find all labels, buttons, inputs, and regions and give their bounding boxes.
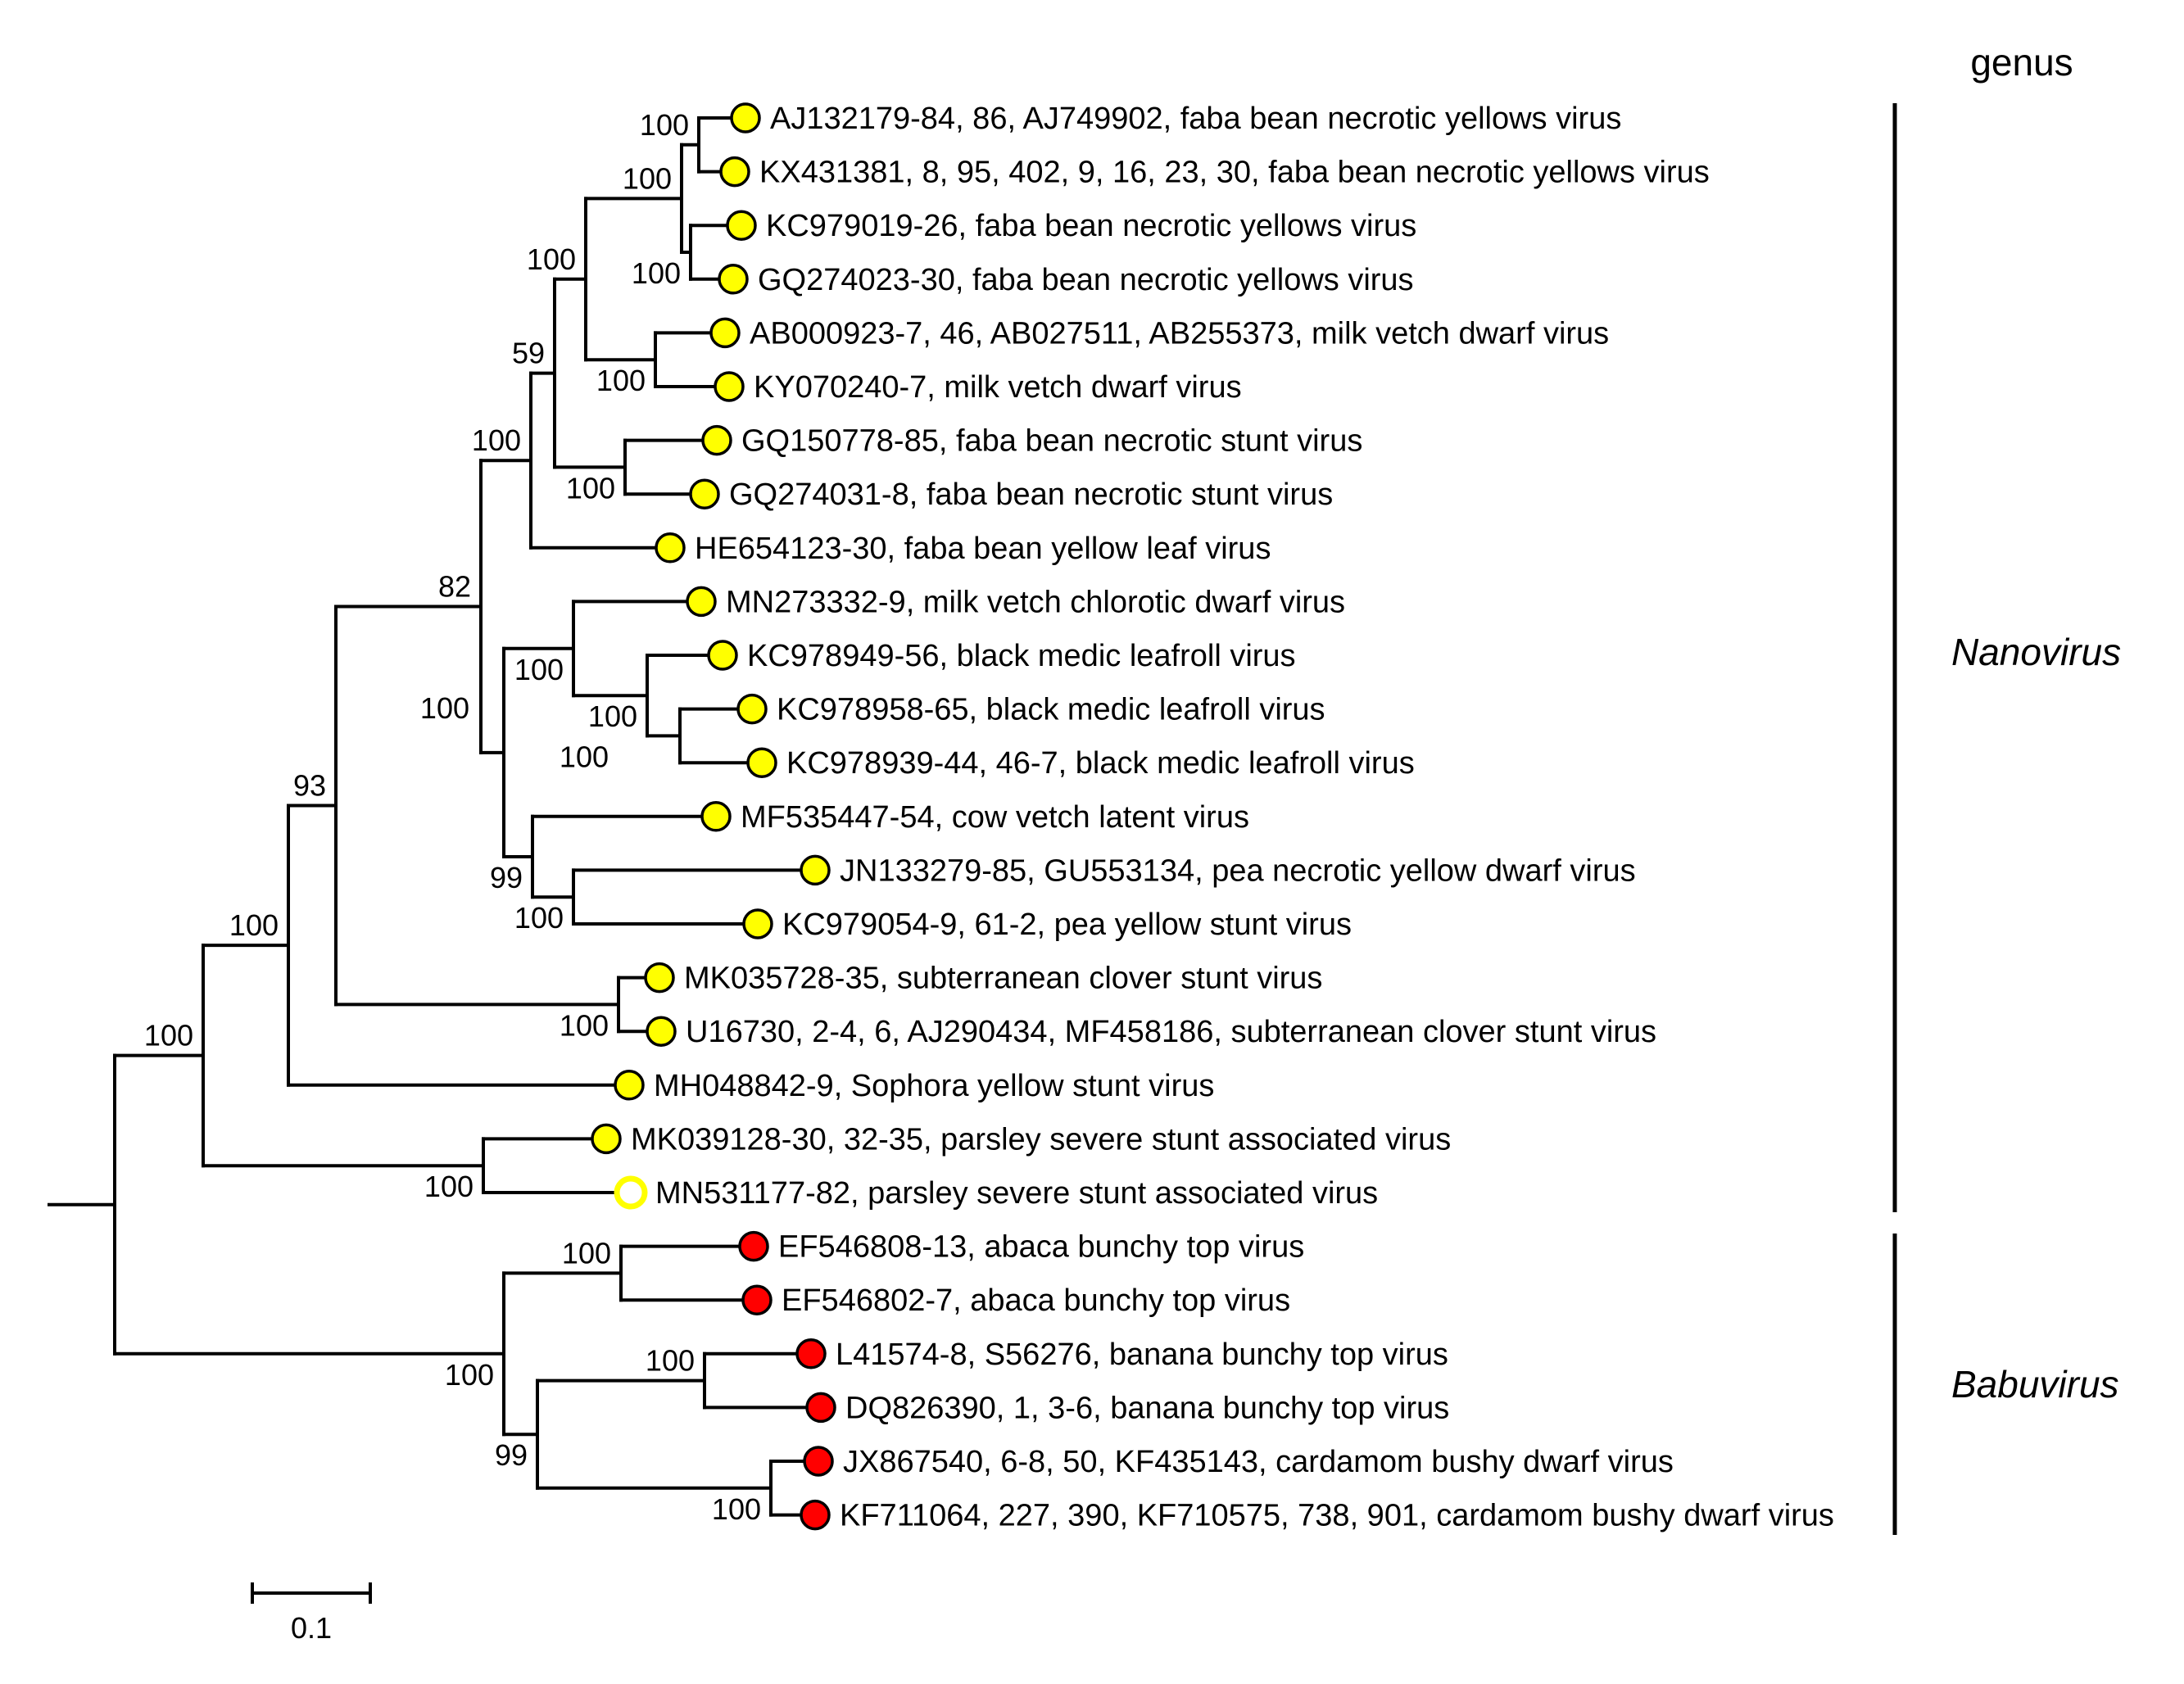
bootstrap-value: 99 bbox=[490, 861, 523, 894]
bootstrap-value: 100 bbox=[420, 691, 469, 725]
bootstrap-value: 100 bbox=[445, 1358, 494, 1392]
bootstrap-value: 59 bbox=[512, 337, 545, 370]
taxon-label: MN273332-9, milk vetch chlorotic dwarf v… bbox=[726, 585, 1345, 619]
taxon-marker-open bbox=[614, 1175, 648, 1210]
taxon-label: AB000923-7, 46, AB027511, AB255373, milk… bbox=[750, 316, 1609, 351]
taxon-marker-yellow bbox=[726, 210, 757, 241]
taxon-marker-yellow bbox=[646, 1016, 677, 1047]
taxon-label: EF546808-13, abaca bunchy top virus bbox=[778, 1230, 1304, 1265]
taxon-label: AJ132179-84, 86, AJ749902, faba bean nec… bbox=[770, 102, 1621, 136]
bootstrap-value: 100 bbox=[514, 901, 564, 935]
genus-label-babuvirus: Babuvirus bbox=[1951, 1363, 2119, 1406]
taxon-marker-yellow bbox=[800, 854, 831, 886]
taxon-marker-yellow bbox=[709, 317, 741, 349]
taxon-marker-yellow bbox=[700, 801, 732, 832]
taxon-labels: AJ132179-84, 86, AJ749902, faba bean nec… bbox=[631, 102, 1834, 1533]
taxon-label: KC978949-56, black medic leafroll virus bbox=[747, 639, 1296, 673]
taxon-label: KC978939-44, 46-7, black medic leafroll … bbox=[786, 746, 1415, 781]
taxon-marker-yellow bbox=[655, 532, 686, 564]
taxon-marker-red bbox=[738, 1230, 769, 1262]
taxon-marker-red bbox=[803, 1446, 834, 1477]
taxon-label: KF711064, 227, 390, KF710575, 738, 901, … bbox=[840, 1499, 1834, 1533]
bootstrap-value: 100 bbox=[562, 1236, 611, 1270]
taxon-marker-yellow bbox=[644, 962, 675, 994]
scale-bar: 0.1 bbox=[251, 1582, 372, 1645]
bootstrap-value: 100 bbox=[424, 1170, 474, 1203]
taxon-label: L41574-8, S56276, banana bunchy top viru… bbox=[836, 1338, 1448, 1372]
taxon-label: MK035728-35, subterranean clover stunt v… bbox=[684, 962, 1322, 996]
taxon-label: EF546802-7, abaca bunchy top virus bbox=[782, 1283, 1290, 1318]
taxon-label: KC978958-65, black medic leafroll virus bbox=[777, 693, 1325, 727]
taxon-label: MH048842-9, Sophora yellow stunt virus bbox=[654, 1069, 1214, 1103]
taxon-label: GQ274023-30, faba bean necrotic yellows … bbox=[758, 263, 1414, 297]
bootstrap-value: 100 bbox=[472, 423, 521, 457]
genus-label-nanovirus: Nanovirus bbox=[1951, 631, 2121, 673]
bootstrap-value: 100 bbox=[560, 1008, 609, 1042]
taxon-marker-red bbox=[795, 1338, 827, 1369]
bootstrap-value: 100 bbox=[229, 908, 279, 942]
bootstrap-values: 100 100 93 82 100 59 100 100 100 100 100 100 100 100 1… bbox=[144, 108, 761, 1526]
scale-bar-label: 0.1 bbox=[291, 1611, 332, 1645]
taxon-label: U16730, 2-4, 6, AJ290434, MF458186, subt… bbox=[686, 1015, 1656, 1049]
taxon-label: KC979019-26, faba bean necrotic yellows … bbox=[766, 209, 1416, 243]
tree-branches bbox=[48, 116, 809, 1517]
bootstrap-value: 99 bbox=[495, 1438, 528, 1472]
taxon-marker-yellow bbox=[701, 424, 732, 456]
taxon-marker-yellow bbox=[736, 693, 768, 725]
bootstrap-value: 82 bbox=[438, 570, 471, 604]
taxon-label: DQ826390, 1, 3-6, banana bunchy top viru… bbox=[845, 1391, 1449, 1425]
bootstrap-value: 100 bbox=[640, 108, 689, 142]
taxon-marker-red bbox=[800, 1499, 831, 1531]
taxon-label: KY070240-7, milk vetch dwarf virus bbox=[754, 370, 1242, 405]
taxon-marker-yellow bbox=[742, 908, 773, 939]
bootstrap-value: 100 bbox=[560, 740, 609, 773]
bootstrap-value: 100 bbox=[588, 699, 637, 733]
taxon-marker-yellow bbox=[689, 478, 720, 509]
taxon-marker-yellow bbox=[719, 156, 750, 188]
taxon-label: KX431381, 8, 95, 402, 9, 16, 23, 30, fab… bbox=[759, 156, 1710, 190]
taxon-label: MK039128-30, 32-35, parsley severe stunt… bbox=[631, 1122, 1451, 1157]
bootstrap-value: 100 bbox=[566, 471, 615, 505]
taxon-marker-yellow bbox=[730, 102, 761, 134]
bootstrap-value: 100 bbox=[712, 1492, 761, 1526]
taxon-marker-yellow bbox=[718, 264, 749, 295]
taxon-marker-yellow bbox=[686, 586, 717, 618]
taxon-marker-yellow bbox=[707, 640, 738, 671]
taxon-marker-yellow bbox=[746, 747, 777, 778]
genus-column-header: genus bbox=[1970, 41, 2073, 84]
taxon-label: HE654123-30, faba bean yellow leaf virus bbox=[695, 532, 1271, 566]
taxon-label: GQ274031-8, faba bean necrotic stunt vir… bbox=[729, 478, 1333, 512]
taxon-marker-red bbox=[805, 1392, 836, 1424]
taxon-label: JN133279-85, GU553134, pea necrotic yell… bbox=[840, 853, 1636, 888]
taxon-label: GQ150778-85, faba bean necrotic stunt vi… bbox=[741, 424, 1362, 459]
bootstrap-value: 100 bbox=[527, 242, 576, 276]
bootstrap-value: 100 bbox=[632, 256, 681, 290]
taxon-label: KC979054-9, 61-2, pea yellow stunt virus bbox=[782, 908, 1352, 942]
bootstrap-value: 100 bbox=[514, 653, 564, 686]
taxon-marker-yellow bbox=[614, 1070, 645, 1101]
bootstrap-value: 100 bbox=[623, 161, 672, 195]
taxon-label: MF535447-54, cow vetch latent virus bbox=[741, 800, 1249, 835]
bootstrap-value: 100 bbox=[144, 1019, 193, 1052]
taxon-marker-yellow bbox=[591, 1123, 622, 1155]
bootstrap-value: 100 bbox=[646, 1344, 695, 1378]
genus-annotations: genus Nanovirus Babuvirus bbox=[1892, 41, 2121, 1535]
taxon-markers bbox=[591, 102, 836, 1531]
taxon-label: MN531177-82, parsley severe stunt associ… bbox=[655, 1176, 1378, 1211]
bootstrap-value: 100 bbox=[596, 364, 646, 397]
bootstrap-value: 93 bbox=[293, 768, 326, 802]
taxon-marker-red bbox=[741, 1284, 773, 1315]
taxon-marker-yellow bbox=[714, 371, 745, 402]
taxon-label: JX867540, 6-8, 50, KF435143, cardamom bu… bbox=[843, 1445, 1674, 1479]
